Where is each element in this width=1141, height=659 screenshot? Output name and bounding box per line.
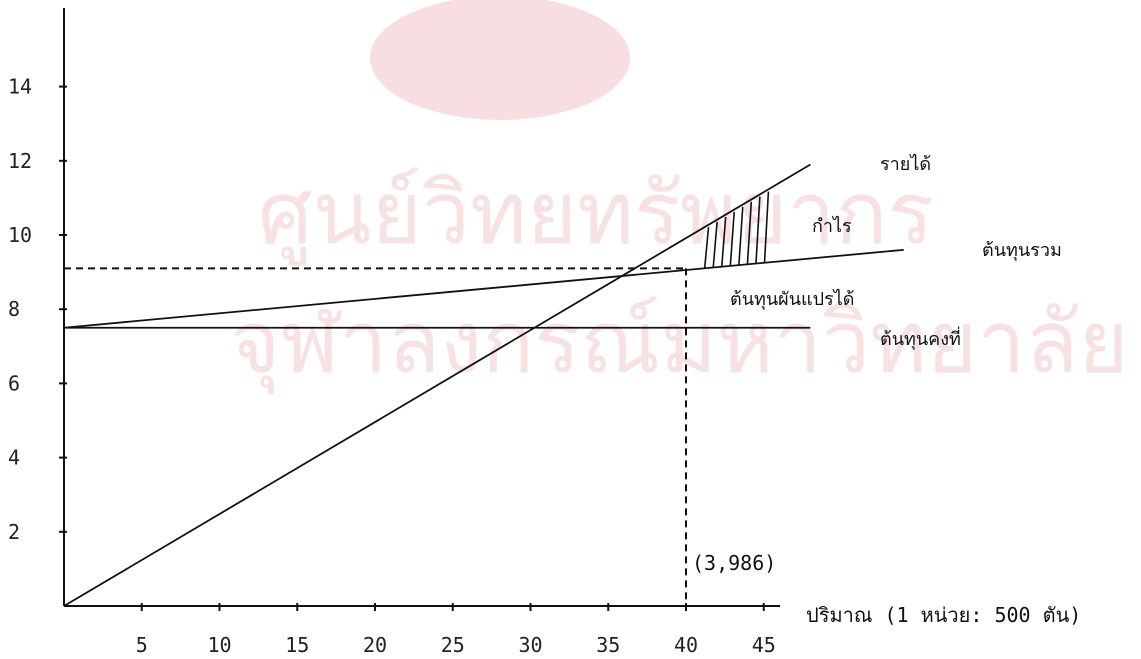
- series-line-total-cost: [63, 248, 904, 329]
- x-tick-label: 35: [596, 633, 620, 657]
- watermark-line-2: จุฬาลงกรณ์มหาวิทยาลัย: [230, 293, 1129, 395]
- series-line-revenue: [63, 163, 811, 607]
- y-tick-label: 10: [8, 223, 32, 247]
- watermark-seal-icon: [370, 0, 630, 120]
- variable-cost-label: ต้นทุนผันแปรได้: [730, 288, 854, 310]
- profit-hatch-stroke: [720, 216, 727, 267]
- profit-hatch-stroke: [729, 211, 736, 266]
- y-axis-ticks: 2 4 6 8 10 12 14: [8, 75, 67, 544]
- profit-hatch-stroke: [746, 201, 753, 265]
- break-even-value-label: (3,986): [692, 551, 776, 575]
- x-tick-label: 20: [363, 633, 387, 657]
- watermark-line-1: ศูนย์วิทยทรัพยากร: [258, 164, 934, 266]
- series-label-total-cost: ต้นทุนรวม: [982, 240, 1062, 261]
- x-tick-label: 40: [674, 633, 698, 657]
- y-tick-label: 4: [8, 446, 20, 470]
- series-label-revenue: รายได้: [880, 153, 931, 175]
- series-label-fixed-cost: ต้นทุนคงที่: [880, 326, 961, 350]
- x-axis-label: ปริมาณ (1 หน่วย: 500 ตัน): [806, 603, 1081, 627]
- x-tick-label: 5: [136, 633, 148, 657]
- break-even-guides: [64, 267, 687, 606]
- x-tick-label: 45: [752, 633, 776, 657]
- profit-hatch: [703, 191, 770, 269]
- x-tick-label: 25: [441, 633, 465, 657]
- y-tick-label: 12: [8, 149, 32, 173]
- watermark: ศูนย์วิทยทรัพยากร จุฬาลงกรณ์มหาวิทยาลัย: [230, 0, 1129, 395]
- profit-hatch-stroke: [755, 196, 761, 264]
- y-tick-label: 2: [8, 520, 20, 544]
- profit-hatch-stroke: [738, 206, 744, 266]
- profit-hatch-stroke: [703, 226, 710, 269]
- x-tick-label: 10: [207, 633, 231, 657]
- y-tick-label: 6: [8, 371, 20, 395]
- series-lines: [63, 163, 904, 607]
- y-tick-label: 8: [8, 297, 20, 321]
- profit-hatch-stroke: [712, 221, 718, 268]
- profit-hatch-stroke: [763, 191, 770, 263]
- x-tick-label: 30: [518, 633, 542, 657]
- x-axis-ticks: 5 10 15 20 25 30 35 40 45: [136, 603, 776, 657]
- x-tick-label: 15: [285, 633, 309, 657]
- y-tick-label: 14: [8, 75, 32, 99]
- profit-label: กำไร: [812, 215, 852, 237]
